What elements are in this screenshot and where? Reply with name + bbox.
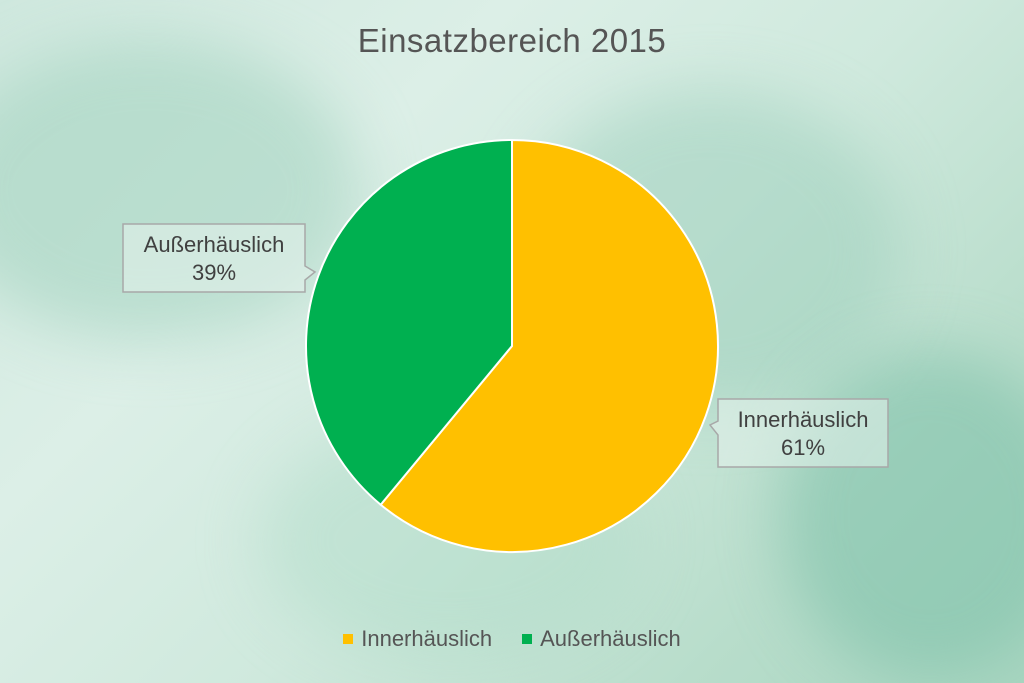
data-label-value: 39%	[192, 260, 236, 285]
data-label-ausserhaeuslich: Außerhäuslich 39%	[122, 223, 317, 293]
data-label-box	[122, 223, 317, 293]
chart-title: Einsatzbereich 2015	[357, 22, 667, 59]
pie-slice-innerhaeuslich	[379, 138, 719, 553]
data-label-innerhaeuslich: Innerhäuslich 61%	[708, 398, 889, 468]
legend-label: Außerhäuslich	[540, 626, 681, 651]
pie-slice-ausserhaeuslich	[305, 138, 513, 507]
data-label-box	[708, 398, 889, 468]
legend: Innerhäuslich Außerhäuslich	[0, 626, 1024, 652]
legend-swatch	[522, 634, 533, 644]
legend-item-ausserhaeuslich: Außerhäuslich	[522, 626, 681, 652]
data-label-name: Innerhäuslich	[738, 407, 869, 432]
data-label-name: Außerhäuslich	[144, 232, 285, 257]
legend-swatch	[343, 634, 354, 644]
data-label-value: 61%	[781, 435, 825, 460]
legend-label: Innerhäuslich	[361, 626, 493, 651]
legend-item-innerhaeuslich: Innerhäuslich	[343, 626, 492, 652]
